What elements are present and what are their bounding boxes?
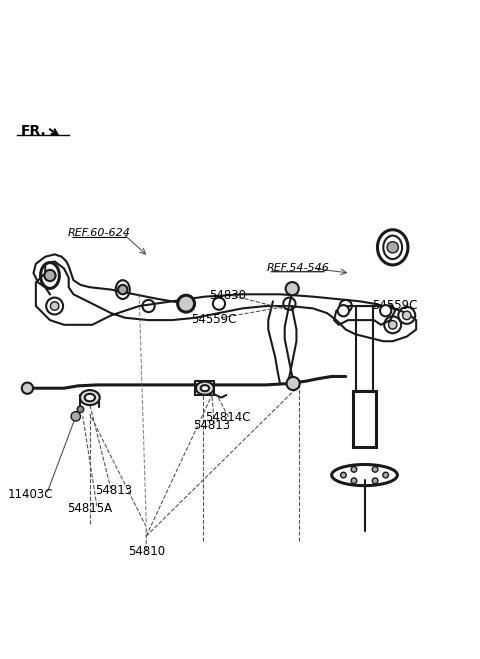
Text: 54813: 54813 [193, 419, 230, 432]
Circle shape [388, 320, 397, 329]
Circle shape [372, 467, 378, 473]
Text: 54830: 54830 [209, 289, 246, 302]
Circle shape [338, 305, 349, 316]
Text: REF.60-624: REF.60-624 [68, 228, 131, 239]
Circle shape [403, 311, 411, 320]
Text: 54814C: 54814C [204, 411, 250, 424]
Ellipse shape [80, 390, 100, 405]
Circle shape [380, 305, 391, 316]
Bar [356, 306, 373, 391]
Circle shape [372, 478, 378, 484]
Circle shape [44, 270, 56, 281]
Circle shape [22, 383, 33, 394]
Bar [353, 391, 376, 447]
Text: 54815A: 54815A [67, 502, 112, 515]
Circle shape [351, 478, 357, 484]
Circle shape [351, 467, 357, 473]
Circle shape [286, 282, 299, 295]
Text: REF.54-546: REF.54-546 [266, 262, 329, 273]
Circle shape [341, 473, 346, 478]
Ellipse shape [201, 385, 209, 391]
Circle shape [71, 412, 81, 421]
Circle shape [387, 242, 398, 253]
Circle shape [118, 285, 127, 295]
Ellipse shape [84, 394, 95, 401]
Circle shape [50, 302, 59, 310]
Circle shape [178, 295, 194, 312]
Circle shape [383, 473, 388, 478]
Ellipse shape [196, 382, 214, 395]
Text: 54813: 54813 [95, 484, 132, 497]
Text: 54559C: 54559C [372, 299, 418, 312]
Text: FR.: FR. [21, 125, 47, 138]
Text: 11403C: 11403C [8, 488, 53, 501]
Text: 54559C: 54559C [192, 312, 237, 326]
Circle shape [287, 377, 300, 390]
Text: 54810: 54810 [128, 544, 165, 558]
Circle shape [77, 406, 84, 413]
